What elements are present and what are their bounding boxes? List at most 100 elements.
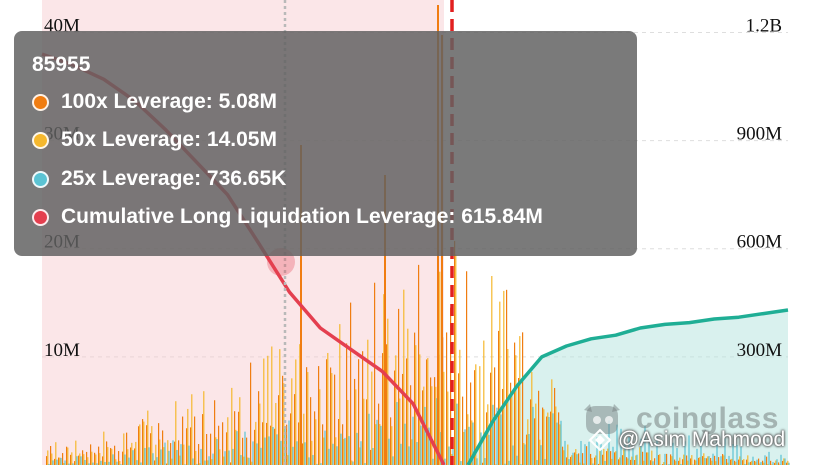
liquidation-bar [78,455,80,465]
liquidation-bar [119,461,121,465]
liquidation-bar [359,447,361,465]
liquidation-bar [360,441,362,465]
liquidation-bar [614,452,616,465]
liquidation-bar [634,460,636,465]
tooltip-row-100x: 100x Leverage: 5.08M [32,90,277,114]
liquidation-bar [51,453,53,465]
credit-text: @Asim Mahmood [618,428,786,451]
liquidation-bar [551,379,553,465]
liquidation-bar [194,416,196,465]
liquidation-bar [492,404,494,465]
liquidation-bar [211,459,213,465]
liquidation-bar [498,330,500,465]
liquidation-bar [444,458,446,465]
liquidation-bar [466,271,468,465]
liquidation-bar [135,441,137,465]
liquidation-bar [236,431,238,465]
liquidation-bar [780,454,782,465]
liquidation-bar [600,443,602,465]
liquidation-bar [240,455,242,465]
liquidation-bar [419,354,421,465]
liquidation-bar [676,448,678,465]
liquidation-bar [426,359,428,465]
liquidation-bar [158,423,160,465]
liquidation-bar [702,456,704,465]
liquidation-bar [686,455,688,465]
liquidation-bar [715,461,717,465]
liquidation-bar [420,425,422,465]
liquidation-bar [392,456,394,465]
liquidation-bar [102,456,104,465]
series-dot-icon [32,131,49,149]
liquidation-bar [260,447,262,465]
liquidation-bar [52,460,54,465]
liquidation-bar [63,463,65,465]
liquidation-bar [164,442,166,465]
liquidation-bar [318,366,320,465]
liquidation-bar [363,398,365,465]
liquidation-bar [718,457,720,465]
liquidation-bar [138,426,140,465]
liquidation-bar [262,422,264,465]
liquidation-bar [239,397,241,465]
liquidation-bar [210,433,212,465]
liquidation-bar [642,451,644,465]
liquidation-bar [256,443,258,465]
liquidation-bar [448,446,450,465]
liquidation-bar [636,454,638,465]
liquidation-bar [56,459,58,465]
liquidation-bar [252,441,254,465]
liquidation-bar [72,463,74,465]
liquidation-bar [608,420,610,465]
liquidation-bar [302,443,304,465]
liquidation-bar [216,439,218,465]
liquidation-bar [475,364,477,465]
liquidation-bar [694,459,696,465]
liquidation-bar [143,421,145,465]
liquidation-bar [430,377,432,465]
liquidation-bar [90,444,92,465]
liquidation-bar [306,367,308,465]
liquidation-bar [131,442,133,465]
liquidation-bar [516,455,518,465]
liquidation-bar [480,432,482,465]
liquidation-bar [235,429,237,465]
liquidation-bar [508,460,510,465]
liquidation-bar [199,463,201,465]
liquidation-bar [443,371,445,465]
liquidation-bar [279,349,281,465]
liquidation-bar [431,386,433,465]
liquidation-bar [568,459,570,465]
liquidation-bar [602,454,604,465]
liquidation-bar [764,455,766,465]
liquidation-bar [364,463,366,465]
liquidation-bar [724,438,726,465]
liquidation-bar [200,448,202,465]
liquidation-bar [708,456,710,465]
liquidation-bar [772,462,774,465]
liquidation-bar [258,391,260,465]
series-dot-icon [32,170,49,188]
tooltip-row-25x: 25x Leverage: 736.65K [32,167,286,191]
liquidation-bar [203,391,205,465]
liquidation-bar [539,439,541,465]
liquidation-bar [727,462,729,465]
liquidation-bar [130,447,132,465]
liquidation-bar [151,426,153,465]
liquidation-bar [214,400,216,465]
liquidation-bar [623,449,625,465]
liquidation-bar [232,448,234,465]
liquidation-bar [580,440,582,465]
liquidation-bar [711,460,713,465]
liquidation-bar [320,463,322,465]
liquidation-bar [238,411,240,465]
liquidation-bar [735,461,737,465]
liquidation-bar [470,382,472,465]
liquidation-bar [611,458,613,465]
liquidation-bar [399,398,401,465]
liquidation-bar [230,462,232,465]
liquidation-bar [267,355,269,465]
liquidation-bar [678,460,680,465]
liquidation-bar [375,424,377,465]
liquidation-bar [716,438,718,465]
